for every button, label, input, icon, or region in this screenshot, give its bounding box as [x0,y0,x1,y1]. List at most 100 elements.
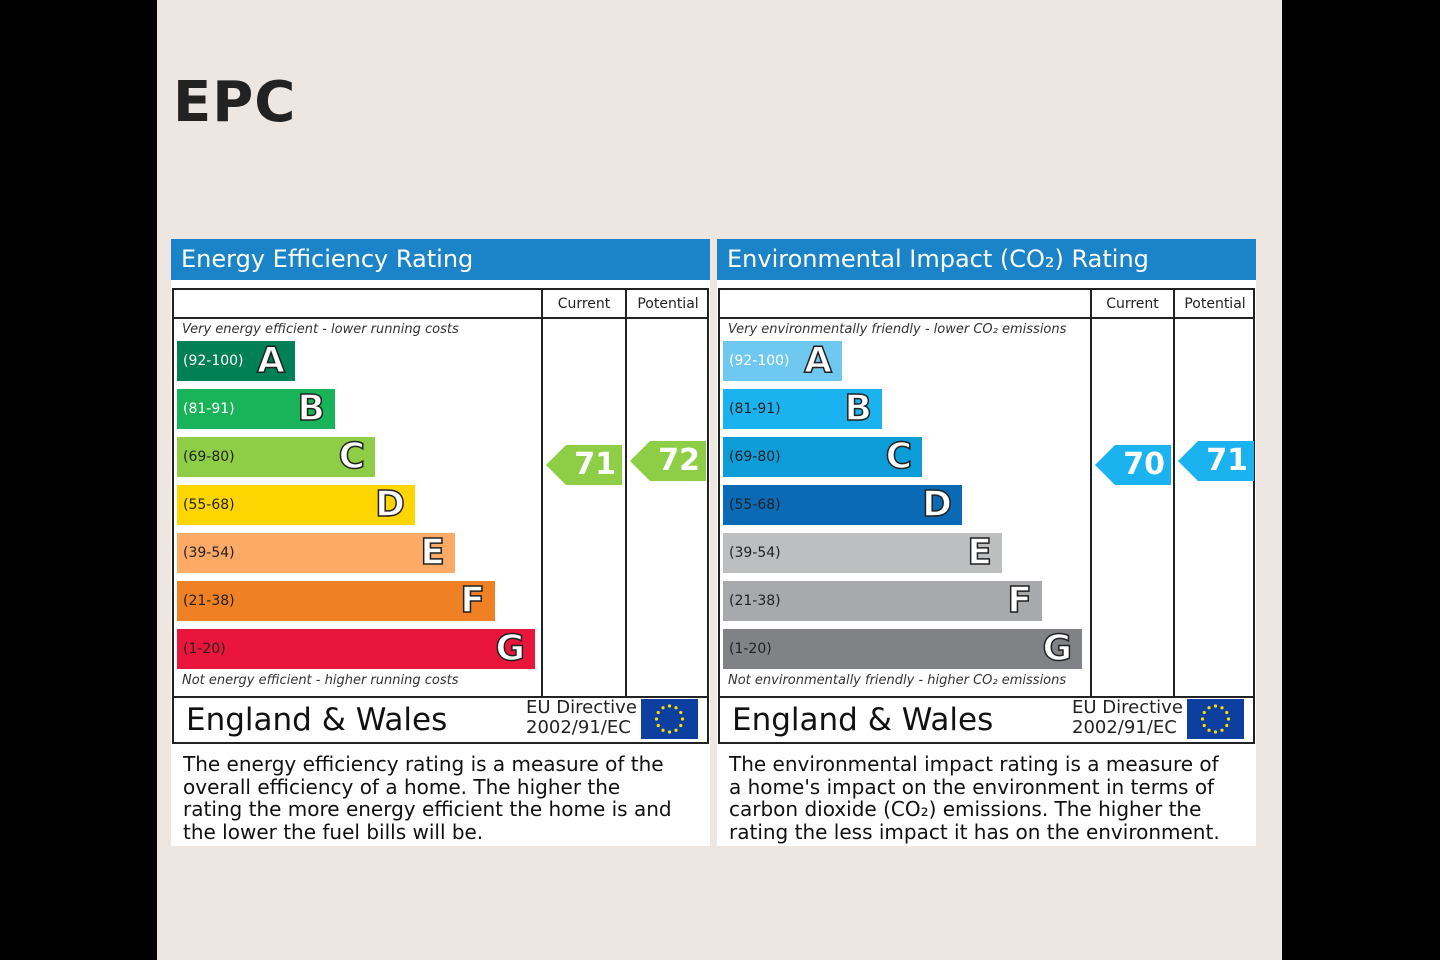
flag-star [674,728,678,732]
flag-star [661,728,665,732]
region-label: England & Wales [732,702,994,738]
current-column-header: Current [1106,296,1159,312]
band-range: (39-54) [729,545,781,561]
band-f: (21-38) F [723,580,1042,622]
band-a: (92-100) A [177,340,295,381]
band-e: (39-54) E [177,532,455,574]
flag-star [679,723,683,728]
band-range: (81-91) [183,401,235,417]
bottom-note: Not energy efficient - higher running co… [182,673,459,688]
potential-rating-value: 71 [1206,443,1248,478]
band-range: (81-91) [729,401,781,417]
environmental-impact-chart: Environmental Impact (CO₂) Rating Curren… [717,239,1256,846]
band-letter: B [297,388,326,430]
flag-star [1225,723,1229,728]
flag-star [1202,723,1206,728]
flag-star [1220,728,1224,732]
flag-star [1225,710,1229,715]
eu-directive-line2: 2002/91/EC [1072,717,1177,738]
flag-star [667,730,672,734]
eu-directive-line1: EU Directive [1072,697,1183,718]
flag-star [674,706,678,710]
eu-flag-icon [1187,699,1244,739]
flag-star [1213,704,1218,708]
band-c: (69-80) C [723,436,922,478]
band-range: (21-38) [729,593,781,609]
flag-star [667,704,672,708]
current-rating-value: 70 [1123,447,1165,482]
flag-star [680,717,685,721]
top-note: Very energy efficient - lower running co… [182,322,459,337]
band-letter: C [338,436,366,478]
potential-column-header: Potential [1184,296,1246,312]
band-letter: G [1042,628,1073,670]
footer-divider [720,696,1253,698]
flag-star [679,710,683,715]
header-divider [174,317,707,319]
column-divider [1090,290,1092,698]
band-c: (69-80) C [177,436,375,478]
header-divider [720,317,1253,319]
arrow-shape [1178,441,1254,481]
band-f: (21-38) F [177,580,495,622]
band-g: (1-20) G [723,628,1082,670]
potential-column-header: Potential [637,296,699,312]
chart-title: Environmental Impact (CO₂) Rating [717,239,1256,280]
eu-directive-line1: EU Directive [526,697,637,718]
band-range: (92-100) [183,353,244,369]
band-letter: F [1007,580,1033,622]
band-a: (92-100) A [723,340,842,382]
flag-star [654,717,659,721]
energy-efficiency-chart: Energy Efficiency Rating Current Potenti… [171,239,710,846]
flag-star [1220,706,1224,710]
current-rating-arrow: 70 [1095,445,1171,485]
band-range: (55-68) [183,497,235,513]
potential-rating-value: 72 [658,443,700,478]
column-divider [625,290,627,698]
band-letter: E [967,532,993,574]
flag-star [1200,717,1205,721]
band-range: (1-20) [183,641,226,657]
chart-description: The energy efficiency rating is a measur… [183,752,672,844]
bottom-note: Not environmentally friendly - higher CO… [728,673,1067,688]
arrow-shape [546,445,622,485]
eu-directive: EU Directive 2002/91/EC [526,698,637,738]
band-range: (21-38) [183,593,235,609]
chart-frame: Current Potential Very environmentally f… [718,288,1255,744]
flag-star [1213,730,1218,734]
flag-star [1207,728,1211,732]
band-letter: A [803,340,832,382]
column-divider [541,290,543,698]
flag-star [656,723,660,728]
epc-page: EPC Energy Efficiency Rating Current Pot… [157,0,1282,960]
current-column-header: Current [557,296,611,312]
band-g: (1-20) G [177,628,535,670]
eu-flag-icon [641,699,698,739]
eu-directive: EU Directive 2002/91/EC [1072,698,1183,738]
column-divider [1173,290,1175,698]
footer-divider [174,696,707,698]
region-label: England & Wales [186,702,448,738]
band-letter: C [885,436,913,478]
chart-description: The environmental impact rating is a mea… [729,752,1220,844]
band-range: (69-80) [183,449,235,465]
band-range: (92-100) [729,353,790,369]
band-range: (55-68) [729,497,781,513]
band-letter: D [921,484,952,526]
band-letter: E [420,532,446,574]
chart-title: Energy Efficiency Rating [171,239,710,280]
current-rating-arrow: 71 [546,445,622,485]
arrow-shape [1095,445,1171,485]
band-d: (55-68) D [723,484,962,526]
band-letter: F [460,580,486,622]
page-title: EPC [173,70,297,135]
band-e: (39-54) E [723,532,1002,574]
eu-directive-line2: 2002/91/EC [526,717,631,738]
flag-star [656,710,660,715]
band-range: (39-54) [183,545,235,561]
band-d: (55-68) D [177,484,415,526]
band-letter: D [374,484,405,526]
current-rating-value: 71 [574,447,616,482]
band-letter: G [495,628,526,670]
flag-star [1226,717,1231,721]
